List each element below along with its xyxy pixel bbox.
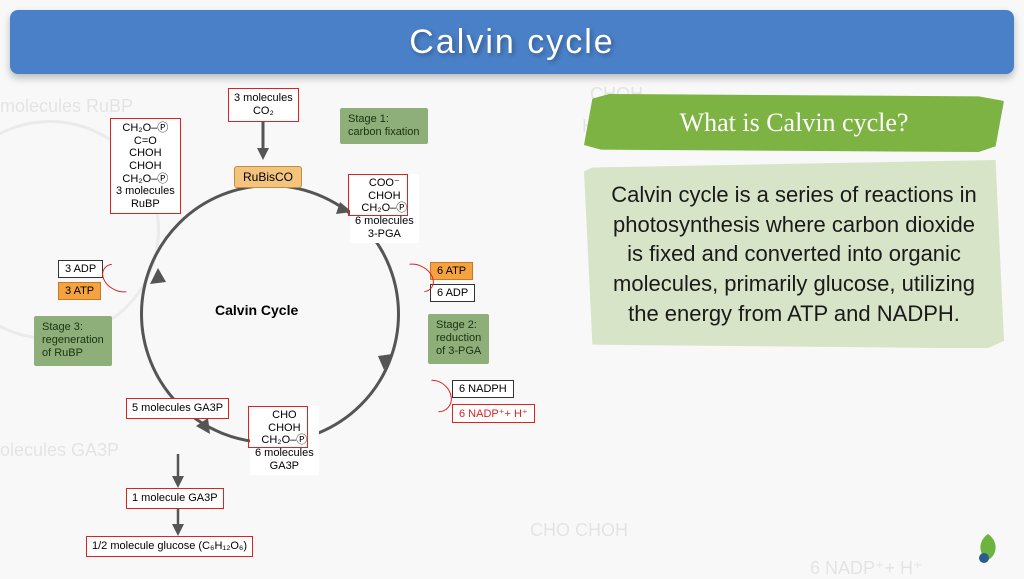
chip-6adp: 6 ADP (430, 284, 475, 302)
brand-logo-icon (974, 532, 1002, 564)
co2-box: 3 molecules CO₂ (228, 88, 299, 122)
calvin-cycle-diagram: Calvin Cycle 3 molecules CO₂ RuBisCO Sta… (10, 84, 570, 574)
chip-6atp: 6 ATP (430, 262, 473, 280)
chip-6nadp: 6 NADP⁺+ H⁺ (452, 404, 535, 423)
chip-3atp: 3 ATP (58, 282, 101, 300)
arc-atp3-icon (97, 258, 141, 299)
rubisco-label: RuBisCO (234, 166, 302, 188)
definition-card: Calvin cycle is a series of reactions in… (584, 160, 1004, 348)
stage-2: Stage 2: reduction of 3-PGA (428, 314, 489, 364)
rubp-box: CH₂O–Ⓟ C=O CHOH CHOH CH₂O–Ⓟ 3 molecules … (110, 118, 181, 214)
page-title: Calvin cycle (409, 23, 614, 62)
pga-border (348, 174, 408, 216)
ga3p-5-box: 5 molecules GA3P (126, 398, 229, 419)
glucose-box: 1/2 molecule glucose (C₆H₁₂O₆) (86, 536, 253, 557)
stage-1: Stage 1: carbon fixation (340, 108, 428, 144)
arrow-down-icon (170, 454, 186, 490)
definition-text: Calvin cycle is a series of reactions in… (611, 182, 977, 326)
question-card: What is Calvin cycle? (584, 94, 1004, 152)
arrow-down-icon (170, 508, 186, 538)
title-bar: Calvin cycle (10, 10, 1014, 74)
chip-6nadph: 6 NADPH (452, 380, 514, 398)
center-label: Calvin Cycle (215, 302, 298, 318)
ga3p-border (248, 406, 308, 448)
stage-3: Stage 3: regeneration of RuBP (34, 316, 112, 366)
arrow-down-icon (255, 122, 271, 162)
question-text: What is Calvin cycle? (680, 108, 909, 137)
chip-3adp: 3 ADP (58, 260, 103, 278)
sidebar: What is Calvin cycle? Calvin cycle is a … (584, 94, 1004, 348)
ga3p-1-box: 1 molecule GA3P (126, 488, 224, 509)
